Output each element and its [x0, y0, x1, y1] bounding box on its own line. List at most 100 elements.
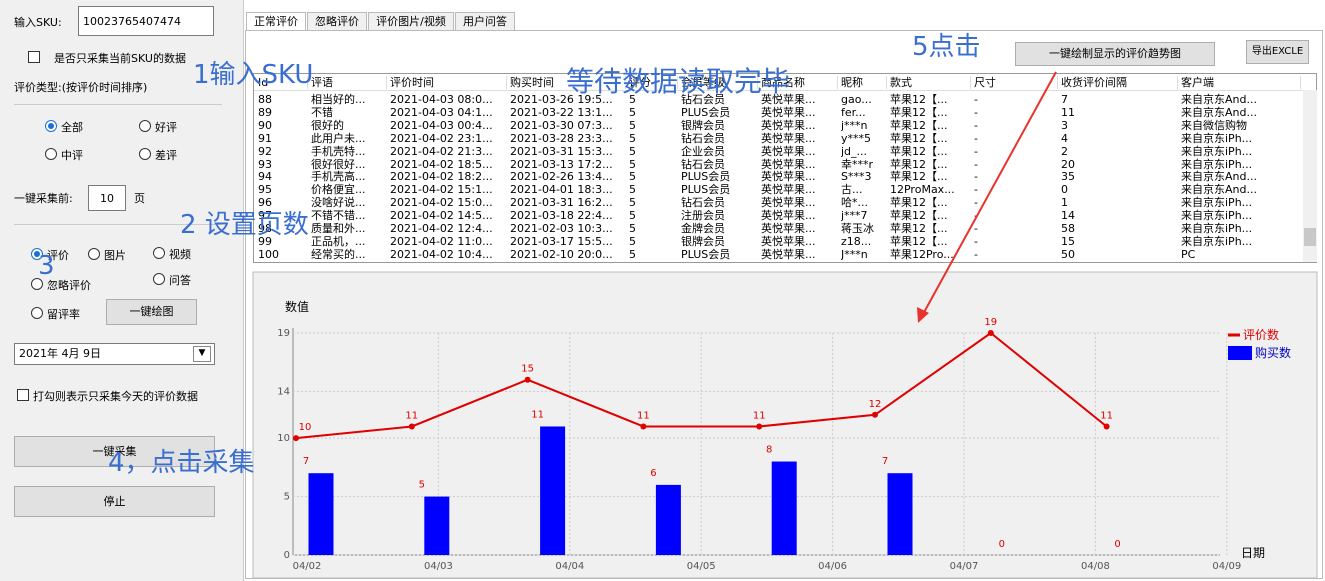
point: [1103, 423, 1110, 430]
point: [872, 411, 878, 418]
table-cell: 正品机，...: [311, 234, 366, 248]
y-tick-label: 0: [284, 550, 290, 561]
tab[interactable]: 正常评价: [246, 12, 306, 30]
radio[interactable]: [31, 278, 43, 290]
table-cell: 幸***r: [841, 157, 874, 171]
table-cell: S***3: [841, 170, 872, 184]
scrollbar[interactable]: [1303, 90, 1317, 262]
column-header[interactable]: 购买时间: [510, 76, 626, 89]
table-cell: 91: [258, 131, 272, 145]
radio[interactable]: [88, 248, 100, 260]
table-cell: 2021-02-10 20:0...: [510, 247, 613, 261]
column-header[interactable]: 评价时间: [390, 76, 507, 89]
table-cell: 钻石会员: [681, 196, 725, 210]
radio[interactable]: [45, 148, 57, 160]
table-cell: 不错不错...: [311, 209, 366, 223]
tab[interactable]: 评价图片/视频: [368, 12, 454, 30]
table-cell: 来自京东iPh...: [1181, 144, 1253, 158]
radio[interactable]: [153, 247, 165, 259]
point: [756, 423, 763, 430]
data-label: 10: [299, 422, 312, 433]
tab[interactable]: 用户问答: [455, 12, 515, 30]
table-cell: 2021-04-02 18:5...: [390, 157, 493, 171]
collect-button[interactable]: 一键采集: [14, 436, 215, 467]
legend-swatch: [1228, 346, 1252, 360]
radio[interactable]: [139, 120, 151, 132]
table-cell: 96: [258, 196, 272, 210]
data-label: 11: [753, 410, 766, 421]
radio[interactable]: [139, 148, 151, 160]
table-cell: 90: [258, 118, 272, 132]
data-label: 0: [999, 539, 1005, 550]
annotation: 3: [38, 251, 55, 281]
column-header[interactable]: 昵称: [841, 76, 887, 89]
table-cell: 英悦苹果...: [761, 209, 816, 223]
legend-label: 购买数: [1255, 345, 1291, 360]
column-header[interactable]: 评语: [311, 76, 387, 89]
column-header[interactable]: 会员等级: [681, 76, 758, 89]
x-tick-label: 04/02: [293, 561, 322, 572]
table-cell: 不错: [311, 105, 333, 119]
trend-button[interactable]: 一键绘制显示的评价趋势图: [1015, 42, 1215, 66]
table-cell: 2021-04-02 15:0...: [390, 196, 493, 210]
pages-label: 一键采集前:: [14, 192, 73, 205]
table-cell: 88: [258, 93, 272, 106]
draw-button[interactable]: 一键绘图: [106, 299, 197, 325]
table-cell: 英悦苹果...: [761, 144, 816, 158]
table-cell: 来自京东And...: [1181, 93, 1257, 106]
table-cell: 2021-03-22 13:1...: [510, 105, 613, 119]
tab[interactable]: 忽略评价: [307, 12, 367, 30]
table-cell: 古...: [841, 183, 863, 197]
table-cell: 金牌会员: [681, 222, 725, 235]
table-cell: fer...: [841, 105, 866, 119]
divider: [243, 0, 244, 581]
column-header[interactable]: 商品名称: [761, 76, 838, 89]
column-header[interactable]: 客户端: [1181, 76, 1301, 89]
column-header[interactable]: 收货评价间隔: [1061, 76, 1178, 89]
sku-input[interactable]: 10023765407474: [78, 6, 214, 36]
radio[interactable]: [45, 120, 57, 132]
export-button[interactable]: 导出EXCLE: [1246, 40, 1309, 64]
x-tick-label: 04/03: [424, 561, 453, 572]
point: [293, 435, 299, 442]
line: [295, 331, 1108, 440]
radio-label: 评价: [47, 249, 69, 262]
data-label: 6: [650, 468, 656, 479]
x-tick-label: 04/07: [950, 561, 979, 572]
radio-label: 视频: [169, 248, 191, 261]
table-cell: 2021-03-31 16:2...: [510, 196, 613, 210]
stop-button[interactable]: 停止: [14, 486, 215, 517]
table-cell: 89: [258, 105, 272, 119]
radio[interactable]: [31, 307, 43, 319]
pages-input[interactable]: 10: [88, 185, 126, 211]
table-cell: gao...: [841, 93, 872, 106]
data-label: 0: [1114, 539, 1120, 550]
radio[interactable]: [153, 273, 165, 285]
data-label: 19: [984, 317, 997, 328]
date-picker[interactable]: 2021年 4月 9日: [14, 343, 215, 365]
table-cell: 2021-04-02 23:1...: [390, 131, 493, 145]
x-tick-label: 04/09: [1212, 561, 1241, 572]
table-cell: 手机壳高...: [311, 170, 366, 184]
left-panel: [0, 0, 243, 581]
table-cell: 来自京东And...: [1181, 183, 1257, 197]
table-cell: 银牌会员: [681, 234, 725, 248]
x-tick-label: 04/06: [818, 561, 847, 572]
table-cell: 4: [1061, 131, 1068, 145]
table-cell: 英悦苹果...: [761, 105, 816, 119]
radio-label: 全部: [61, 121, 83, 134]
today-checkbox[interactable]: [17, 389, 29, 401]
table-cell: 来自京东And...: [1181, 170, 1257, 184]
bar: [887, 473, 913, 555]
x-tick-label: 04/08: [1081, 561, 1110, 572]
column-header[interactable]: 评分: [629, 76, 678, 89]
data-label: 8: [766, 445, 772, 456]
table-cell: 来自微信购物: [1181, 118, 1247, 132]
column-header[interactable]: Id: [258, 76, 308, 89]
only-sku-checkbox[interactable]: [28, 51, 40, 63]
x-tick-label: 04/04: [555, 561, 584, 572]
bar: [308, 473, 334, 555]
date-dropdown[interactable]: ▼: [193, 346, 211, 362]
table-cell: 哈*...: [841, 196, 868, 210]
radio[interactable]: [31, 248, 43, 260]
